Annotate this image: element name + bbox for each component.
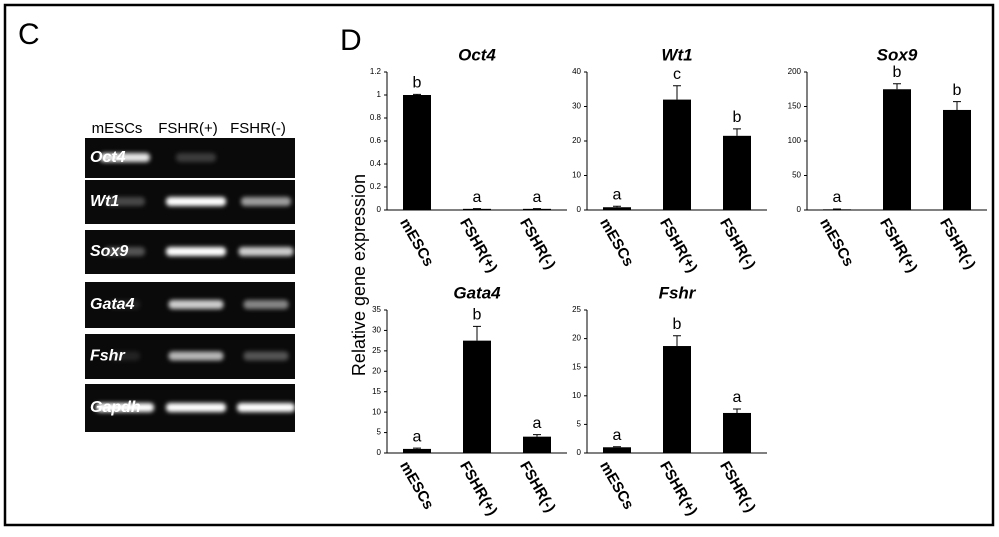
y-tick-label: 0.4 <box>370 159 382 168</box>
gel-band <box>176 153 216 162</box>
bar <box>463 341 491 453</box>
y-tick-label: 10 <box>572 171 581 180</box>
y-tick-label: 10 <box>572 391 581 400</box>
y-tick-label: 150 <box>788 102 802 111</box>
lane-label: mESCs <box>92 120 143 137</box>
significance-letter: b <box>413 75 422 92</box>
gene-label: Oct4 <box>90 149 126 166</box>
bar <box>943 110 971 210</box>
y-tick-label: 0 <box>377 205 382 214</box>
significance-letter: c <box>673 66 681 83</box>
significance-letter: b <box>953 82 962 99</box>
y-tick-label: 0 <box>797 205 802 214</box>
significance-letter: a <box>613 186 622 203</box>
bar <box>403 449 431 453</box>
y-tick-label: 1 <box>377 90 382 99</box>
gene-label: Sox9 <box>90 243 128 260</box>
gel-panel: Oct4 Wt1 Sox9 Gata4 Fshr Gapdh <box>84 112 296 434</box>
significance-letter: b <box>673 316 682 333</box>
lane-label: FSHR(-) <box>230 120 286 137</box>
y-tick-label: 20 <box>572 334 581 343</box>
lane-label: FSHR(+) <box>158 120 218 137</box>
panel-label: C <box>18 18 40 51</box>
y-tick-label: 200 <box>788 67 802 76</box>
chart-title: Fshr <box>659 283 697 302</box>
gel-band <box>241 197 291 206</box>
y-tick-label: 30 <box>372 326 381 335</box>
y-tick-label: 0 <box>377 448 382 457</box>
significance-letter: a <box>613 427 622 444</box>
bar <box>603 447 631 453</box>
chart-title: Sox9 <box>877 45 918 64</box>
gel-band <box>166 403 226 412</box>
significance-letter: b <box>733 109 742 126</box>
y-tick-label: 15 <box>572 362 581 371</box>
gel-band <box>237 403 295 412</box>
bar <box>883 89 911 210</box>
y-tick-label: 40 <box>572 67 581 76</box>
gel-band <box>169 352 224 361</box>
y-tick-label: 100 <box>788 136 802 145</box>
y-tick-label: 20 <box>372 366 381 375</box>
y-tick-label: 0.8 <box>370 113 382 122</box>
y-axis-title: Relative gene expression <box>349 174 369 376</box>
bar <box>663 100 691 210</box>
y-tick-label: 25 <box>572 305 581 314</box>
chart-title: Gata4 <box>453 283 501 302</box>
significance-letter: a <box>733 389 742 406</box>
gel-band <box>166 247 226 256</box>
y-tick-label: 0.2 <box>370 182 382 191</box>
bar <box>723 136 751 210</box>
bar <box>523 437 551 453</box>
bar <box>403 95 431 210</box>
bar <box>663 346 691 453</box>
y-tick-label: 0.6 <box>370 136 382 145</box>
y-tick-label: 25 <box>372 346 381 355</box>
significance-letter: b <box>893 64 902 81</box>
y-tick-label: 10 <box>372 407 381 416</box>
gel-band <box>244 352 289 361</box>
error-bar <box>613 447 621 448</box>
gene-label: Gata4 <box>90 296 135 313</box>
y-tick-label: 5 <box>577 420 582 429</box>
gel-band <box>166 197 226 206</box>
significance-letter: a <box>413 428 422 445</box>
gene-label: Fshr <box>90 348 125 365</box>
gel-band <box>169 300 224 309</box>
y-tick-label: 0 <box>577 205 582 214</box>
bar <box>603 207 631 210</box>
panel-label: D <box>340 24 362 57</box>
y-tick-label: 30 <box>572 102 581 111</box>
error-bar <box>413 94 421 95</box>
gel-band <box>239 247 294 256</box>
gene-label: Gapdh <box>90 399 141 416</box>
y-tick-label: 15 <box>372 387 381 396</box>
gel-band <box>244 300 289 309</box>
y-tick-label: 5 <box>377 428 382 437</box>
significance-letter: b <box>473 307 482 324</box>
bar <box>723 413 751 453</box>
significance-letter: a <box>533 189 542 206</box>
chart-title: Oct4 <box>458 45 496 64</box>
significance-letter: a <box>833 189 842 206</box>
significance-letter: a <box>473 189 482 206</box>
gene-label: Wt1 <box>90 193 119 210</box>
significance-letter: a <box>533 415 542 432</box>
y-tick-label: 20 <box>572 136 581 145</box>
y-tick-label: 35 <box>372 305 381 314</box>
y-tick-label: 1.2 <box>370 67 382 76</box>
y-tick-label: 50 <box>792 171 801 180</box>
chart-title: Wt1 <box>661 45 692 64</box>
y-tick-label: 0 <box>577 448 582 457</box>
